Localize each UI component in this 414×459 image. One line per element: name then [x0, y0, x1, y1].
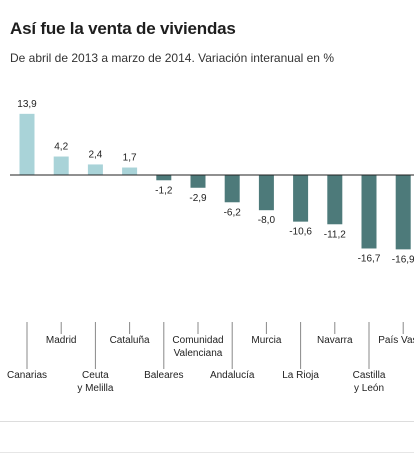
bottom-divider	[0, 452, 414, 453]
bar-chart: 13,9 4,2 2,4 1,7 -1,2 -2,9 -6,2 -8,0 -10,6 -11,2 -…	[7, 99, 414, 394]
category-label: Madrid	[46, 335, 77, 346]
bar	[53, 156, 69, 175]
bar-value-label: 2,4	[88, 149, 102, 160]
footer-divider	[0, 421, 414, 422]
category-label: Murcia	[251, 335, 281, 346]
bar	[293, 175, 309, 222]
category-label: Canarias	[7, 370, 47, 381]
category-label: Cataluña	[110, 335, 150, 346]
bar-value-label: 13,9	[17, 99, 37, 110]
category-label: y León	[354, 383, 384, 394]
category-label: Navarra	[317, 335, 353, 346]
chart-subtitle: De abril de 2013 a marzo de 2014. Variac…	[10, 51, 334, 65]
bar	[361, 175, 377, 249]
bar	[87, 164, 103, 175]
bar	[258, 175, 274, 211]
category-label: Ceuta	[82, 370, 109, 381]
category-label: Valenciana	[174, 348, 223, 359]
bar-value-label: -10,6	[289, 227, 312, 238]
bar	[327, 175, 343, 225]
bar-value-label: -8,0	[258, 215, 276, 226]
bar-value-label: 4,2	[54, 142, 68, 153]
category-label: Castilla	[353, 370, 386, 381]
category-label: La Rioja	[282, 370, 319, 381]
bar-value-label: -16,9	[392, 254, 414, 265]
bar-value-label: -2,9	[189, 193, 207, 204]
bar-value-label: -11,2	[324, 229, 346, 240]
bar-value-label: 1,7	[123, 153, 137, 164]
bar	[190, 175, 206, 188]
category-label: Andalucía	[210, 370, 255, 381]
bar	[395, 175, 411, 250]
bar	[19, 113, 35, 175]
bar-value-label: -6,2	[224, 207, 242, 218]
category-label: Comunidad	[172, 335, 223, 346]
bar-value-label: -1,2	[155, 185, 173, 196]
bar	[156, 175, 172, 181]
bar	[224, 175, 240, 203]
category-label: País Vasco	[378, 335, 414, 346]
bar-value-label: -16,7	[358, 253, 381, 264]
category-label: y Melilla	[77, 383, 114, 394]
bar	[122, 167, 138, 175]
chart-title: Así fue la venta de viviendas	[10, 19, 236, 38]
category-label: Baleares	[144, 370, 183, 381]
